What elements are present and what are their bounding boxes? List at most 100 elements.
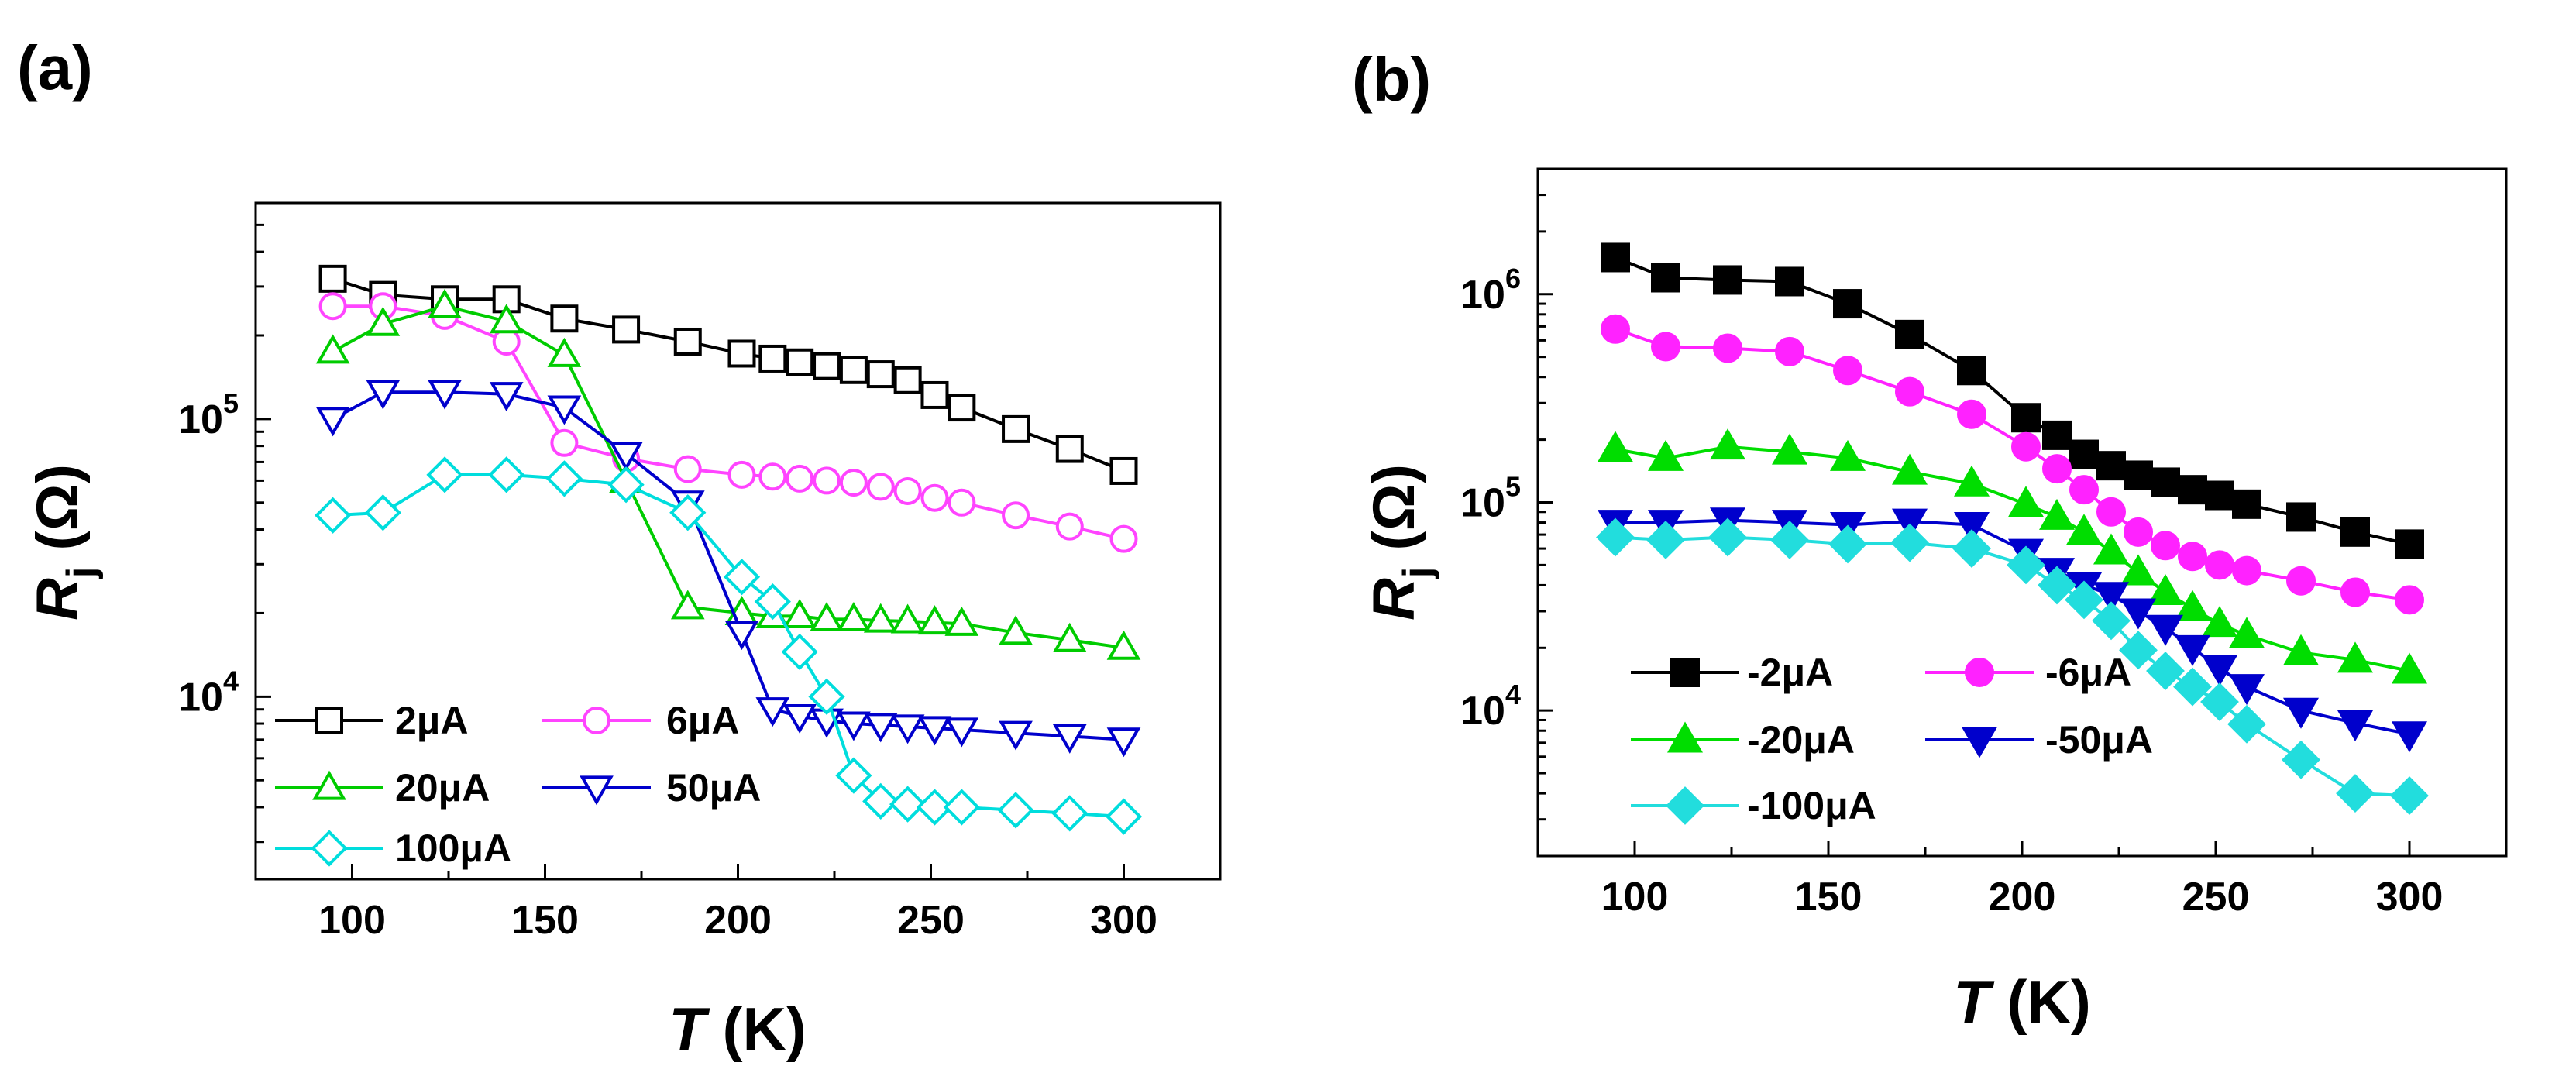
data-point xyxy=(2340,577,2370,607)
x-axis-title-a: T (K) xyxy=(669,995,807,1063)
data-point xyxy=(1829,439,1866,471)
data-point xyxy=(723,559,761,596)
legend-label: 2μA xyxy=(395,699,469,742)
data-point xyxy=(1106,630,1141,660)
y-axis-title-a: Rj (Ω) xyxy=(25,464,104,621)
data-point xyxy=(754,583,791,621)
data-point xyxy=(2201,606,2238,638)
data-point xyxy=(2178,542,2207,572)
legend-marker xyxy=(312,770,346,800)
data-point xyxy=(1713,265,1742,295)
data-point xyxy=(550,428,579,457)
x-tick-label: 200 xyxy=(704,898,772,943)
data-point xyxy=(1775,266,1804,297)
data-point xyxy=(1891,453,1928,485)
data-point xyxy=(1601,242,1630,273)
data-point xyxy=(1052,724,1087,754)
data-point xyxy=(489,304,524,334)
data-point xyxy=(2337,641,2374,673)
data-point xyxy=(2096,451,2126,481)
data-point xyxy=(1953,465,1990,497)
data-point xyxy=(2228,674,2265,706)
data-point xyxy=(2093,533,2130,565)
x-axis-title-b: T (K) xyxy=(1953,968,2091,1036)
legend-marker xyxy=(583,707,610,734)
data-point xyxy=(944,606,979,636)
legend-a: 2μA 6μA 20μA 50μA 100μA xyxy=(275,699,761,870)
data-point xyxy=(1953,512,1990,544)
data-point xyxy=(1770,521,1809,559)
data-point xyxy=(999,615,1033,645)
data-point xyxy=(2092,601,2131,641)
data-point xyxy=(2200,682,2239,721)
data-point xyxy=(1828,524,1867,564)
legend-item: 6μA xyxy=(542,699,740,742)
data-point xyxy=(318,264,347,293)
data-point xyxy=(1596,517,1635,557)
legend-item: 2μA xyxy=(275,699,469,742)
data-point xyxy=(839,469,868,497)
data-point xyxy=(1952,529,1991,569)
data-point xyxy=(2391,721,2428,753)
data-point xyxy=(315,334,350,364)
legend-marker xyxy=(1670,658,1700,687)
data-point xyxy=(2147,573,2184,605)
data-point xyxy=(428,380,462,410)
data-point xyxy=(2174,634,2211,666)
data-point xyxy=(2205,550,2234,580)
data-point xyxy=(1106,727,1141,758)
legend-item: -50μA xyxy=(1925,718,2153,762)
y-tick-label: 105 xyxy=(1460,470,1521,525)
data-point xyxy=(2151,467,2180,497)
data-point xyxy=(2093,582,2130,614)
data-point xyxy=(1002,501,1030,530)
data-point xyxy=(673,327,702,356)
data-point xyxy=(2282,697,2320,729)
data-point xyxy=(1771,433,1808,465)
data-point xyxy=(2174,590,2211,621)
data-point xyxy=(2147,614,2184,646)
x-tick-label: 200 xyxy=(1989,875,2056,920)
legend-marker xyxy=(311,830,348,867)
data-point xyxy=(917,605,952,635)
data-point xyxy=(863,713,898,743)
data-point xyxy=(1651,263,1680,293)
data-point xyxy=(607,466,645,504)
data-point xyxy=(727,339,756,368)
data-point xyxy=(1895,376,1924,407)
data-point xyxy=(889,786,927,823)
y-axis-ticks-a xyxy=(256,201,271,844)
data-point xyxy=(2042,454,2072,484)
data-point xyxy=(948,488,976,517)
data-point xyxy=(488,456,525,493)
series-line xyxy=(332,390,1124,741)
legend-item: 100μA xyxy=(275,827,511,870)
data-point xyxy=(2340,517,2370,547)
data-point xyxy=(2395,585,2424,615)
data-point xyxy=(2124,517,2153,547)
data-point xyxy=(2038,566,2076,605)
data-point xyxy=(1051,795,1089,832)
data-point xyxy=(547,337,582,367)
data-point xyxy=(2227,704,2266,744)
data-point xyxy=(612,315,641,344)
data-point xyxy=(1957,399,1986,429)
data-point xyxy=(1109,524,1138,553)
data-point xyxy=(786,348,814,376)
data-point xyxy=(727,460,756,489)
series-a-3 xyxy=(315,380,1141,758)
data-point xyxy=(1597,431,1634,462)
data-point xyxy=(545,460,583,497)
legend-item: -20μA xyxy=(1631,718,1855,762)
data-point xyxy=(2011,403,2041,433)
x-tick-label: 300 xyxy=(2376,875,2444,920)
series-b-4 xyxy=(1596,517,2429,815)
legend-label: 100μA xyxy=(395,827,511,870)
data-point xyxy=(1052,622,1087,652)
legend-label: 6μA xyxy=(666,699,740,742)
legend-b: -2μA -6μA -20μA -50μA -100μA xyxy=(1631,651,2153,827)
data-point xyxy=(547,395,582,425)
legend-label: -6μA xyxy=(2045,651,2131,694)
legend-item: 20μA xyxy=(275,766,490,810)
